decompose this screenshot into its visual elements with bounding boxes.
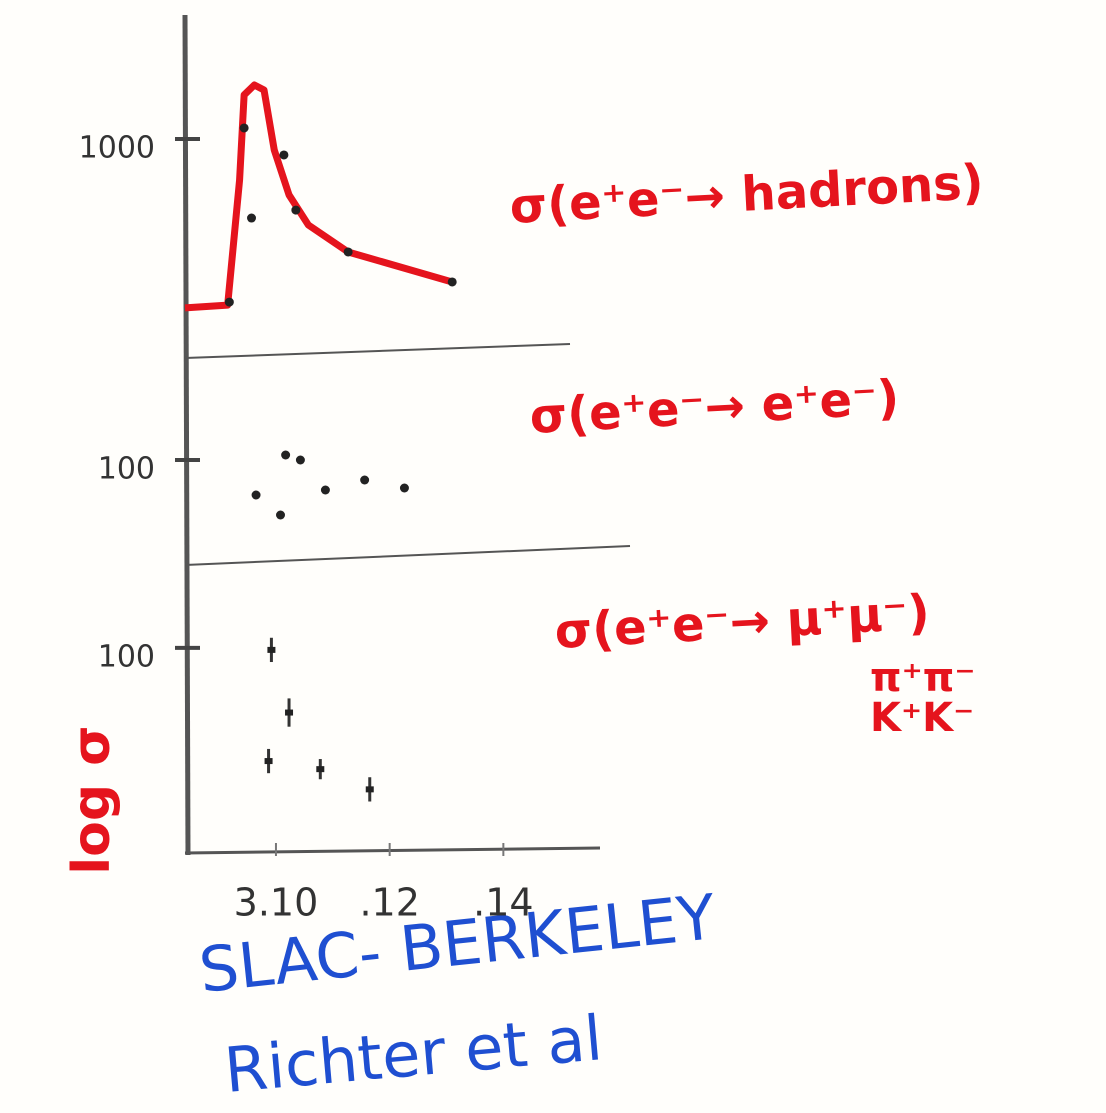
data-point [399, 483, 409, 493]
data-point [224, 297, 234, 307]
data-point [264, 758, 273, 765]
data-point [285, 709, 294, 716]
data-point [281, 450, 291, 460]
data-point [316, 766, 325, 773]
data-point [320, 485, 330, 495]
data-point [247, 213, 257, 223]
x-axis [184, 846, 601, 855]
annotation: π⁺π⁻ [870, 655, 976, 701]
data-point [360, 475, 370, 485]
data-point [267, 646, 276, 653]
data-point [447, 277, 457, 287]
data-point [251, 490, 261, 500]
data-point [279, 150, 289, 160]
data-point [365, 786, 374, 793]
x-tick-label: .14 [473, 881, 533, 925]
data-point [239, 123, 249, 133]
panel-divider [184, 545, 631, 566]
curve [184, 81, 454, 312]
data-point [343, 247, 353, 257]
data-point [276, 510, 286, 520]
y-axis [182, 14, 191, 856]
x-tick-label: 3.10 [234, 881, 319, 925]
y-axis-label: log σ [62, 725, 122, 874]
y-tick-label: 100 [98, 452, 155, 487]
data-point [295, 455, 305, 465]
panel-divider [184, 343, 571, 359]
annotation: K⁺K⁻ [870, 695, 974, 741]
x-tick-label: .12 [359, 881, 419, 925]
y-tick-label: 100 [98, 639, 155, 674]
y-tick-label: 1000 [79, 131, 155, 166]
data-point [291, 205, 301, 215]
